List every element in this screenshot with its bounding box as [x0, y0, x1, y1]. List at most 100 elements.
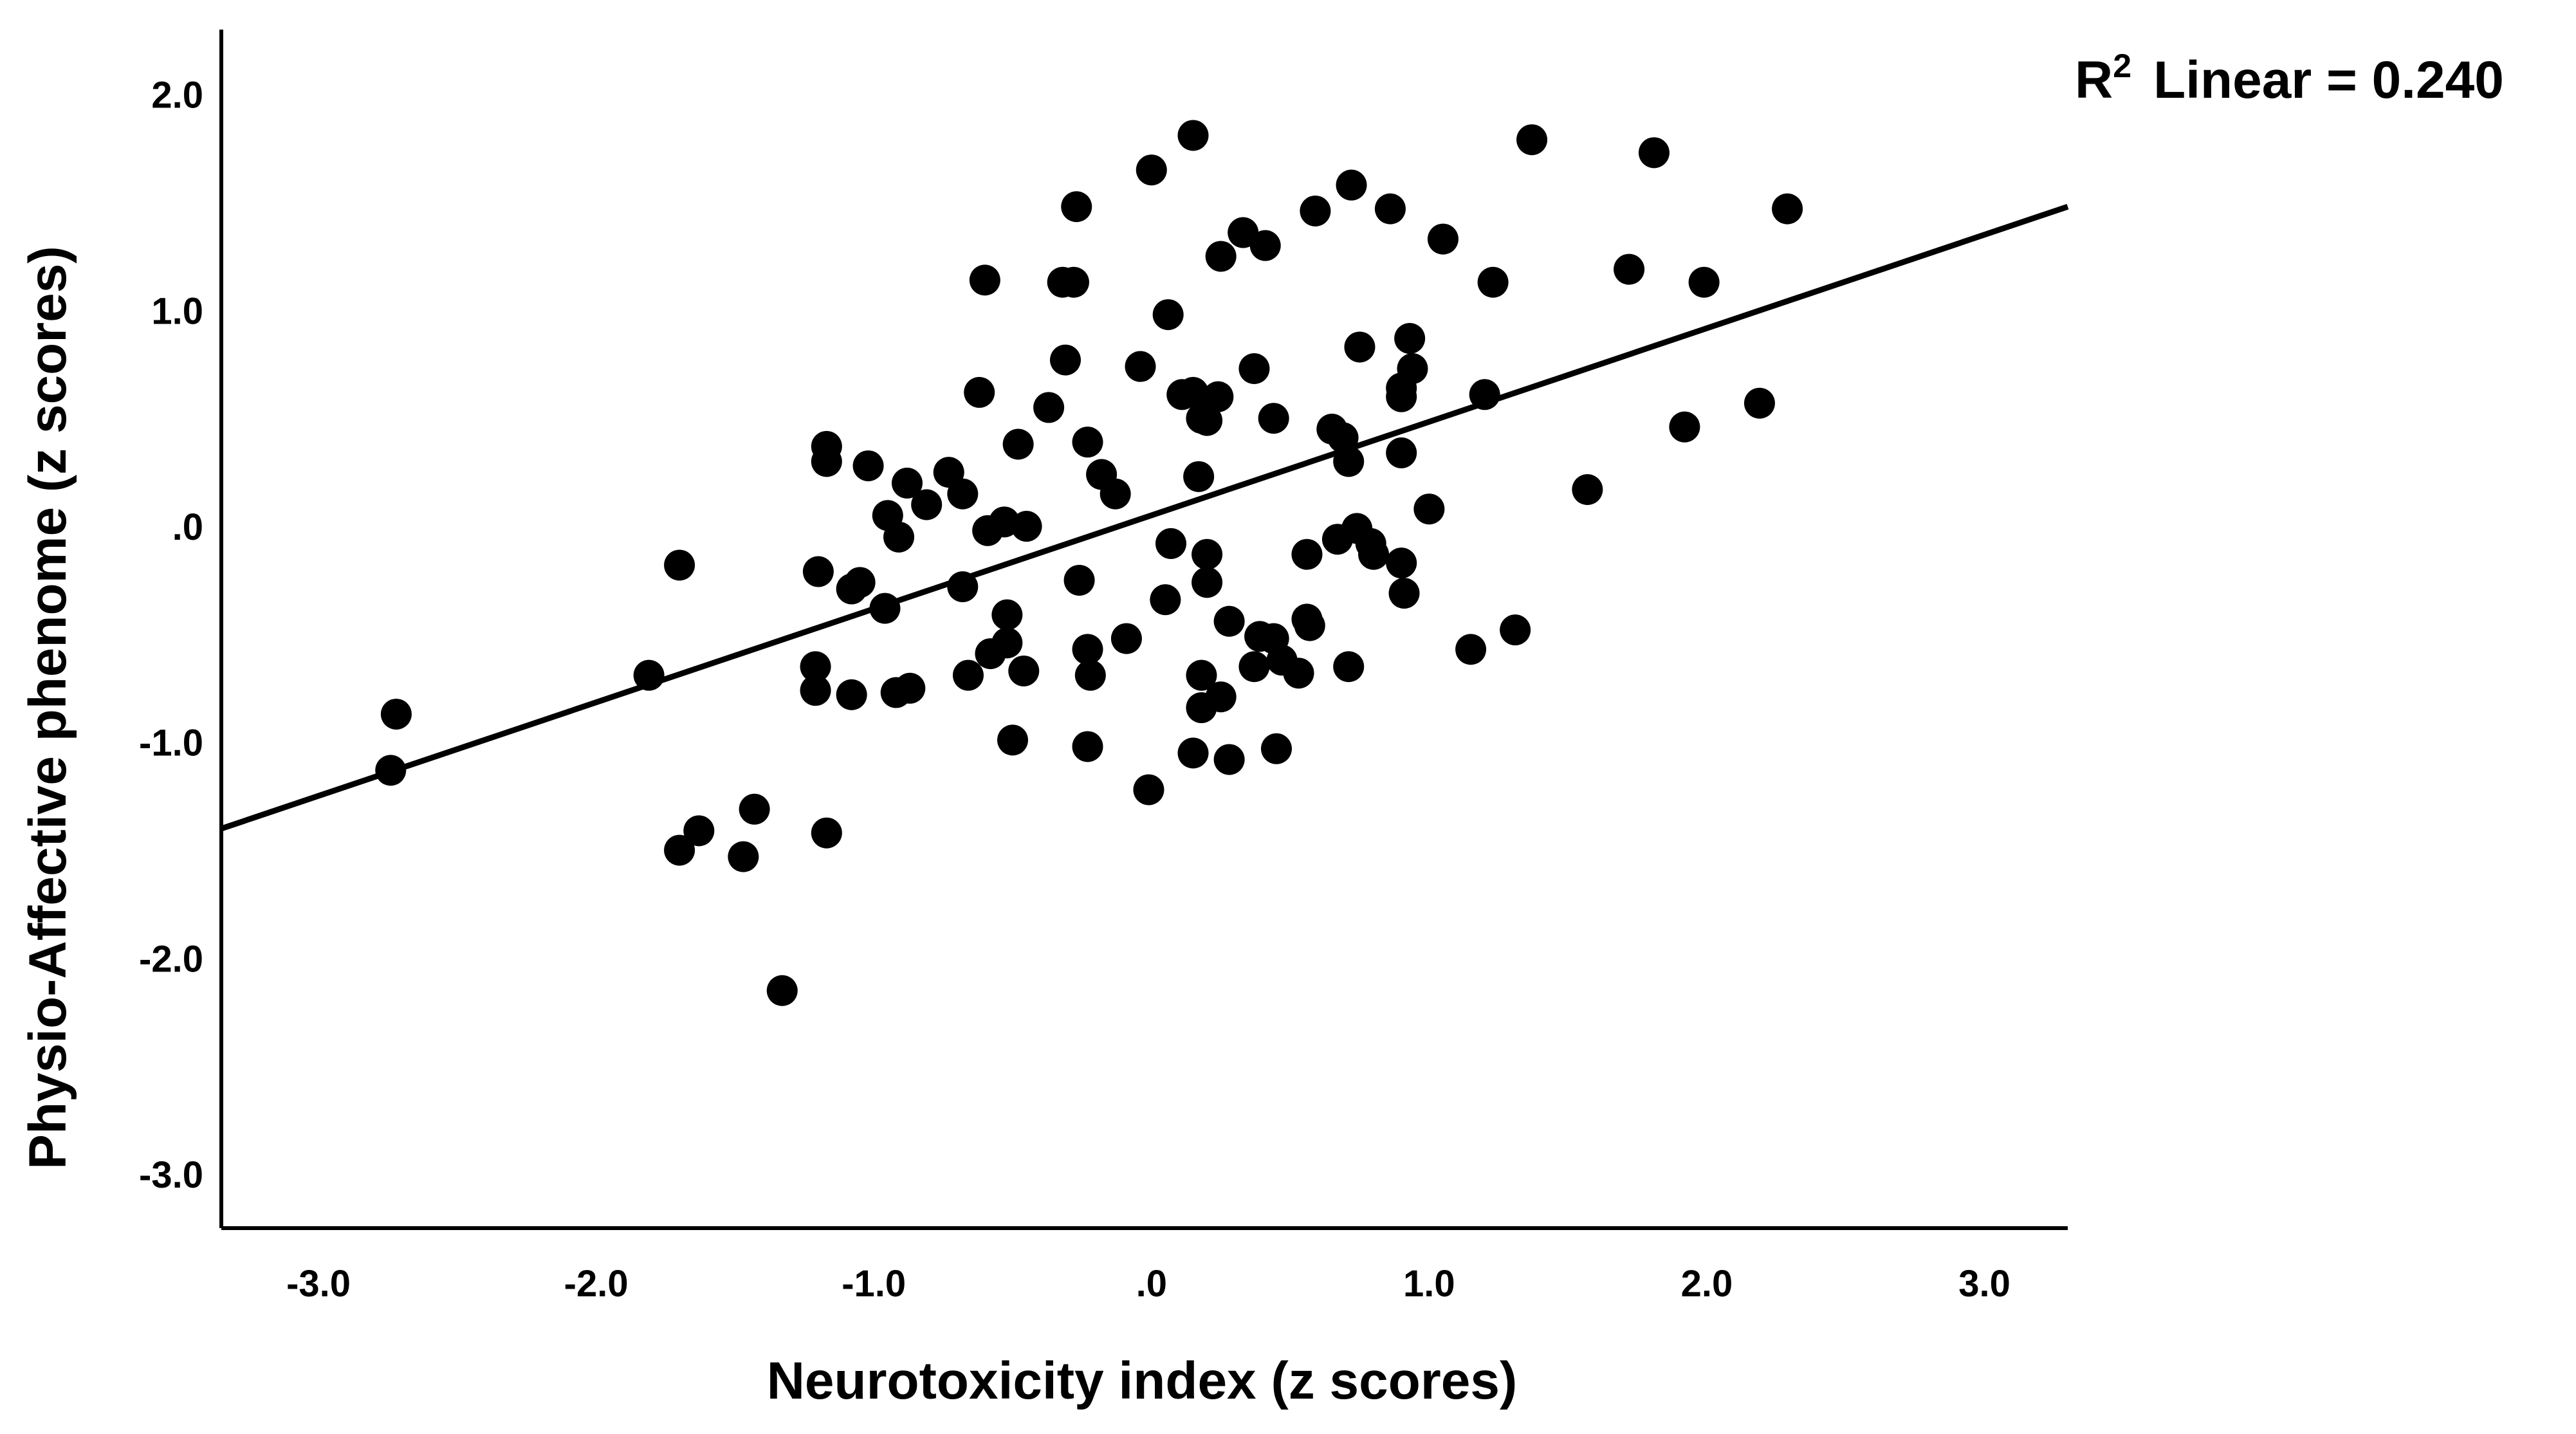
scatter-point	[883, 521, 915, 553]
scatter-point	[683, 815, 715, 847]
scatter-point	[1336, 169, 1367, 201]
scatter-point	[1072, 427, 1103, 458]
scatter-point	[1002, 428, 1034, 460]
scatter-point	[1205, 681, 1237, 713]
scatter-point	[1455, 634, 1487, 665]
scatter-point	[1249, 230, 1281, 261]
scatter-point	[380, 699, 412, 730]
r-squared-value: Linear = 0.240	[2153, 51, 2504, 109]
scatter-point	[911, 489, 943, 520]
scatter-point	[1213, 744, 1245, 775]
y-tick-label: .0	[172, 506, 203, 548]
scatter-point	[1291, 538, 1323, 570]
scatter-point	[1058, 266, 1089, 298]
scatter-point	[997, 724, 1028, 756]
scatter-point	[1261, 733, 1292, 764]
scatter-point	[1344, 331, 1375, 363]
scatter-point	[1300, 195, 1331, 226]
regression-line	[220, 203, 2069, 832]
r-squared-annotation: R2 Linear = 0.240	[2075, 48, 2504, 109]
y-axis-ticks: 2.0 1.0 .0 -1.0 -2.0 -3.0	[139, 75, 203, 1196]
scatter-point	[800, 651, 831, 683]
scatter-point	[1614, 253, 1645, 285]
scatter-point	[1033, 392, 1065, 423]
scatter-point	[1177, 737, 1209, 769]
scatter-point	[1063, 564, 1095, 596]
scatter-point	[1238, 651, 1270, 683]
scatter-point	[894, 672, 926, 704]
r-squared-superscript: 2	[2113, 48, 2131, 85]
y-tick-label: -3.0	[139, 1154, 203, 1196]
scatter-point	[1388, 578, 1420, 609]
scatter-point	[1572, 473, 1603, 505]
scatter-point	[1152, 299, 1184, 331]
scatter-point	[664, 834, 695, 866]
scatter-point	[1669, 411, 1700, 443]
x-axis-ticks: -3.0 -2.0 -1.0 .0 1.0 2.0 3.0	[286, 1263, 2010, 1305]
scatter-point	[1110, 623, 1142, 654]
scatter-point	[800, 675, 831, 706]
scatter-point	[766, 975, 798, 1006]
scatter-point	[1183, 461, 1215, 492]
scatter-point	[1072, 731, 1103, 762]
scatter-point	[1186, 659, 1217, 691]
scatter-point	[1413, 493, 1445, 525]
y-tick-label: 1.0	[151, 290, 203, 332]
scatter-point	[952, 659, 984, 691]
scatter-point	[1074, 659, 1106, 691]
scatter-point	[1011, 511, 1042, 542]
scatter-point	[1238, 353, 1270, 385]
scatter-point	[1386, 547, 1417, 579]
scatter-point	[1358, 538, 1390, 570]
scatter-point	[1213, 605, 1245, 637]
x-axis-title: Neurotoxicity index (z scores)	[767, 1352, 1518, 1410]
y-axis-title: Physio-Affective phenome (z scores)	[19, 246, 77, 1169]
y-tick-label: -2.0	[139, 938, 203, 980]
scatter-point	[1150, 584, 1181, 616]
scatter-point	[991, 599, 1023, 630]
scatter-point	[739, 793, 770, 825]
scatter-point	[844, 567, 876, 598]
scatter-point	[964, 376, 995, 408]
x-tick-label: -1.0	[842, 1263, 906, 1305]
scatter-point	[1050, 344, 1081, 376]
scatter-point	[1638, 137, 1670, 169]
scatter-point	[991, 627, 1023, 659]
points-layer	[375, 120, 1803, 1006]
scatter-point	[728, 841, 759, 872]
scatter-point	[947, 478, 979, 510]
x-tick-label: 3.0	[1958, 1263, 2010, 1305]
scatter-point	[1099, 478, 1131, 510]
scatter-point	[1205, 241, 1237, 272]
x-tick-label: 1.0	[1403, 1263, 1455, 1305]
scatter-point	[1177, 376, 1209, 408]
scatter-point	[852, 450, 884, 482]
scatter-point	[1258, 403, 1289, 434]
scatter-point	[892, 467, 923, 499]
scatter-point	[1500, 614, 1531, 646]
scatter-point	[1136, 154, 1167, 186]
scatter-point	[1133, 774, 1164, 805]
scatter-point	[1177, 120, 1209, 151]
x-tick-label: -2.0	[564, 1263, 629, 1305]
r-squared-base: R	[2075, 51, 2113, 109]
scatter-point	[1477, 266, 1509, 298]
scatter-point	[1743, 387, 1775, 419]
scatter-point	[1191, 538, 1223, 570]
scatter-point	[1072, 634, 1103, 665]
scatter-point	[836, 679, 867, 710]
scatter-point	[1394, 323, 1426, 354]
scatter-point	[1283, 657, 1314, 689]
scatter-point	[664, 549, 695, 581]
scatter-point	[1374, 193, 1406, 225]
scatter-point	[811, 446, 842, 477]
scatter-point	[1688, 266, 1720, 298]
scatter-point	[1333, 651, 1365, 683]
scatter-point	[1008, 655, 1040, 686]
x-tick-label: -3.0	[286, 1263, 351, 1305]
scatter-point	[1386, 437, 1417, 468]
scatter-point	[1155, 528, 1186, 559]
scatter-point	[1202, 381, 1234, 412]
